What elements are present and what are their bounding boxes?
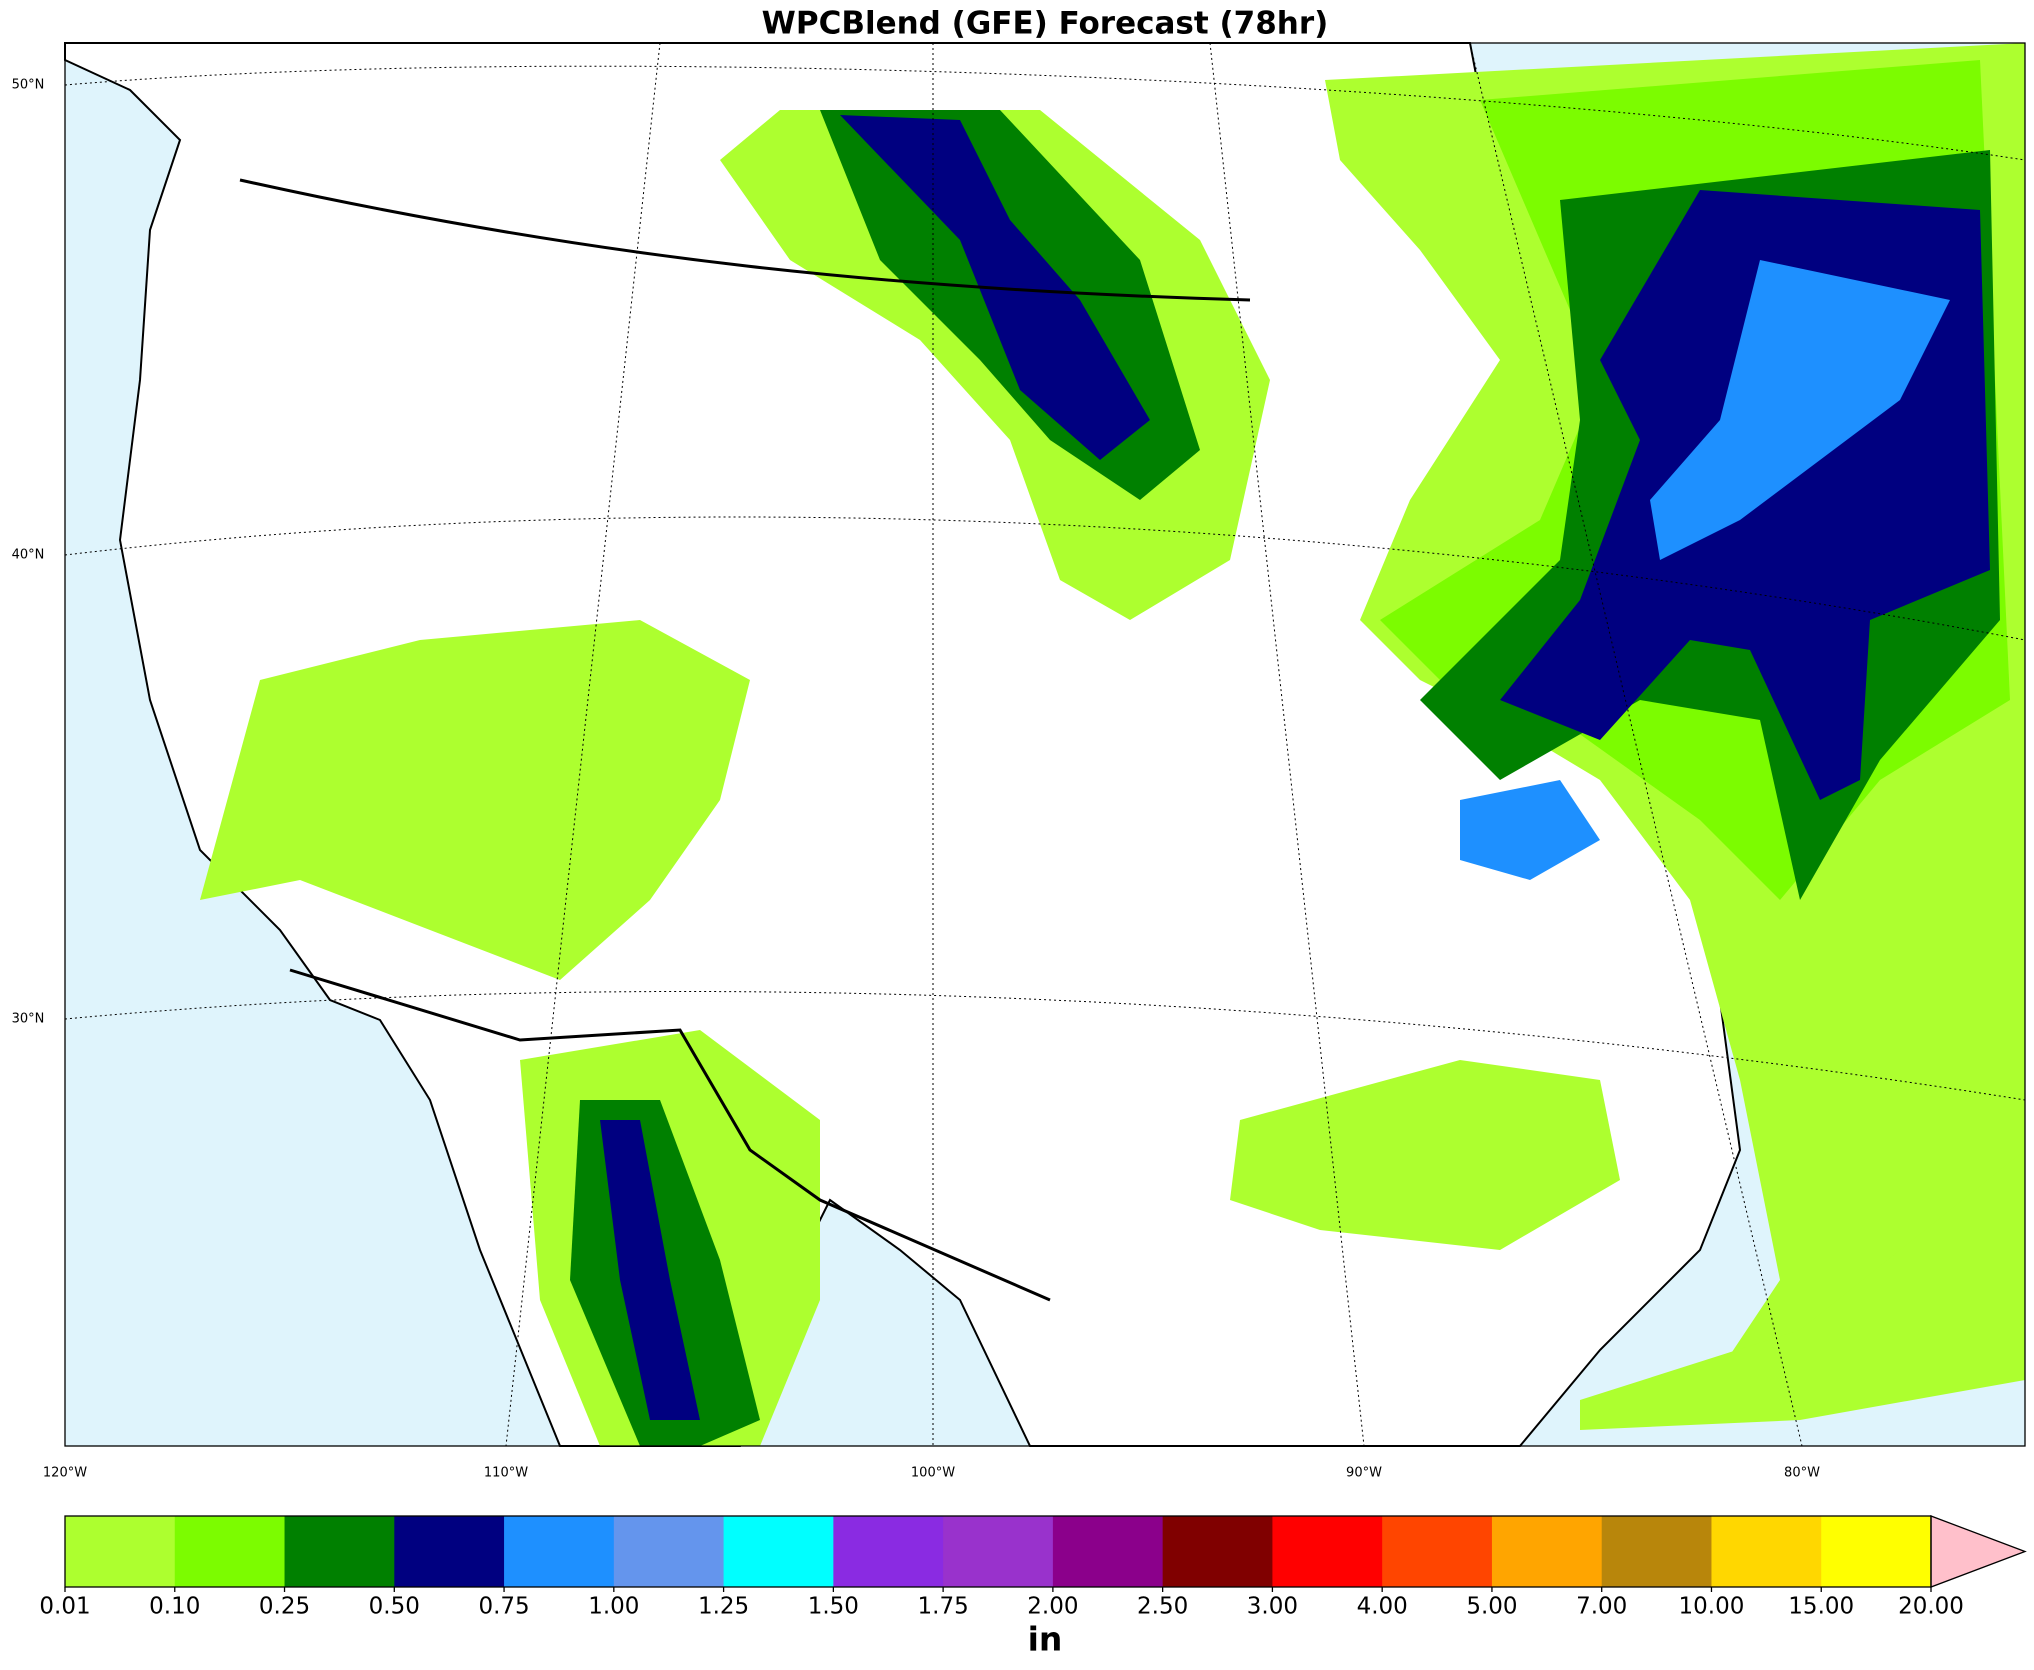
colorbar-label: 4.00 — [1357, 1594, 1408, 1620]
lon-label: 90°W — [1346, 1466, 1382, 1481]
colorbar-segment — [1052, 1516, 1164, 1587]
colorbar-segment — [943, 1516, 1054, 1587]
precip-area — [1230, 1060, 1620, 1250]
lat-label: 40°N — [12, 548, 45, 563]
border — [239, 178, 1251, 302]
colorbar-label: 0.25 — [259, 1594, 310, 1620]
colorbar-outline — [64, 1515, 1932, 1588]
colorbar-segment — [284, 1516, 395, 1587]
precip-area — [1580, 1150, 2025, 1430]
colorbar-segment — [1821, 1516, 1932, 1587]
colorbar-segment — [65, 1516, 176, 1587]
lon-label: 110°W — [484, 1466, 528, 1481]
colorbar-label: 1.00 — [588, 1594, 639, 1620]
colorbar-label: 0.50 — [369, 1594, 420, 1620]
colorbar-label: 5.00 — [1466, 1594, 1517, 1620]
colorbar: 0.01 0.10 0.25 0.50 0.75 1.00 1.25 1.50 1.75 2.00… — [39, 1515, 2027, 1620]
colorbar-label: 2.00 — [1027, 1594, 1078, 1620]
colorbar-label: 10.00 — [1679, 1594, 1745, 1620]
colorbar-segment — [394, 1516, 505, 1587]
lat-label: 50°N — [12, 78, 45, 93]
colorbar-label: 2.50 — [1137, 1594, 1188, 1620]
lat-label: 30°N — [12, 1012, 45, 1027]
colorbar-segment — [833, 1516, 944, 1587]
precip-area — [1460, 780, 1600, 880]
colorbar-segment — [174, 1516, 286, 1587]
colorbar-label: 1.50 — [808, 1594, 859, 1620]
border — [289, 968, 1051, 1302]
precip-area — [1650, 260, 1950, 560]
colorbar-label: 0.01 — [39, 1594, 90, 1620]
colorbar-segment — [1162, 1516, 1273, 1587]
lon-label: 100°W — [911, 1466, 955, 1481]
map — [64, 42, 2026, 1447]
colorbar-unit: in — [1028, 1620, 1063, 1659]
colorbar-label: 1.75 — [918, 1594, 969, 1620]
map-frame — [64, 42, 2026, 1447]
colorbar-label: 20.00 — [1898, 1594, 1964, 1620]
colorbar-segment — [1711, 1516, 1822, 1587]
colorbar-extend — [1930, 1515, 2027, 1588]
colorbar-segment — [1491, 1516, 1603, 1587]
colorbar-label: 7.00 — [1576, 1594, 1627, 1620]
precip-area — [600, 1120, 700, 1420]
colorbar-label: 0.10 — [149, 1594, 200, 1620]
precip-area — [200, 620, 750, 980]
colorbar-segment — [1272, 1516, 1383, 1587]
colorbar-label: 1.25 — [698, 1594, 749, 1620]
graticule — [64, 65, 2026, 1101]
colorbar-label: 3.00 — [1247, 1594, 1298, 1620]
colorbar-segment — [504, 1516, 615, 1587]
colorbar-segment — [1601, 1516, 1712, 1587]
colorbar-segment — [723, 1516, 834, 1587]
graticule — [505, 42, 1803, 1447]
colorbar-label: 15.00 — [1788, 1594, 1854, 1620]
lon-label: 80°W — [1784, 1466, 1820, 1481]
colorbar-segment — [1382, 1516, 1493, 1587]
title: WPCBlend (GFE) Forecast (78hr) — [762, 6, 1329, 42]
colorbar-label: 0.75 — [478, 1594, 529, 1620]
lon-label: 120°W — [43, 1466, 87, 1481]
colorbar-segment — [613, 1516, 725, 1587]
